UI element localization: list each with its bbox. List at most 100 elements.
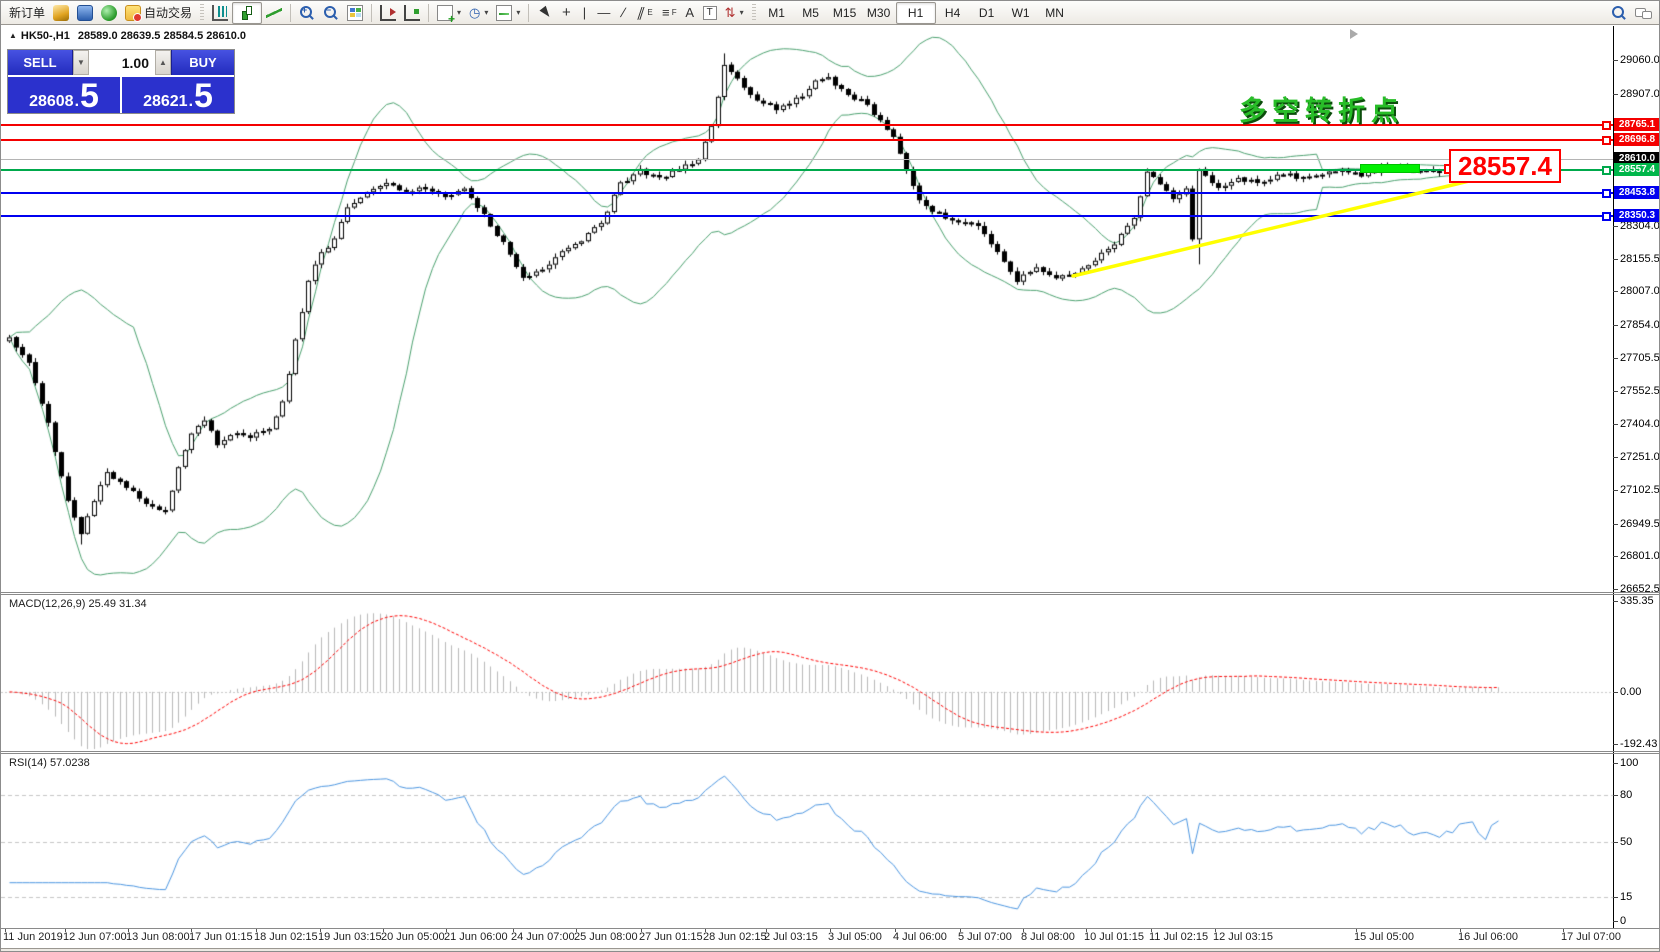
- time-label[interactable]: 13 Jun 08:00: [126, 931, 190, 943]
- time-label[interactable]: 19 Jun 03:15: [318, 931, 382, 943]
- time-label[interactable]: 3 Jul 05:00: [828, 931, 882, 943]
- time-label[interactable]: 12 Jun 07:00: [63, 931, 127, 943]
- volume-decrease-button[interactable]: ▼: [73, 50, 89, 75]
- timeframe-mn[interactable]: MN: [1045, 5, 1064, 20]
- fibonacci-button[interactable]: ≡ F: [657, 3, 681, 23]
- text-icon: A: [685, 4, 694, 20]
- tile-windows-button[interactable]: [343, 3, 367, 23]
- time-label[interactable]: 11 Jul 02:15: [1149, 931, 1209, 943]
- price-tick-mark: [1613, 325, 1618, 326]
- macd-pane-canvas[interactable]: [1, 594, 1613, 751]
- time-label[interactable]: 4 Jul 06:00: [893, 931, 947, 943]
- rsi-pane-canvas[interactable]: [1, 753, 1613, 928]
- timeframe-m5[interactable]: M5: [802, 5, 819, 20]
- time-label[interactable]: 15 Jul 05:00: [1354, 931, 1414, 943]
- volume-increase-button[interactable]: ▲: [155, 50, 171, 75]
- auto-trading-button[interactable]: 自动交易: [121, 3, 196, 23]
- highlight-box[interactable]: [1360, 164, 1420, 173]
- terminal-button[interactable]: [73, 3, 97, 23]
- timeframe-h4[interactable]: H4: [944, 5, 961, 20]
- price-tick-mark: [1613, 457, 1618, 458]
- pivot-line[interactable]: [1, 169, 1613, 171]
- ohlc-values: 28589.0 28639.5 28584.5 28610.0: [77, 30, 247, 42]
- pane-separator[interactable]: [1, 592, 1659, 593]
- new-chart-button[interactable]: ▾: [433, 3, 465, 25]
- volume-input[interactable]: 1.00: [121, 54, 149, 71]
- time-label[interactable]: 16 Jul 06:00: [1458, 931, 1518, 943]
- time-label[interactable]: 25 Jun 08:00: [574, 931, 638, 943]
- crosshair-icon: +: [562, 3, 571, 21]
- vertical-line-button[interactable]: |: [575, 3, 593, 23]
- time-tick-mark: [895, 928, 896, 932]
- time-label[interactable]: 10 Jul 01:15: [1084, 931, 1144, 943]
- zoom-in-button[interactable]: +: [295, 3, 319, 23]
- price-tick-mark: [1613, 60, 1618, 61]
- equidistant-channel-button[interactable]: ∥ E: [632, 3, 656, 23]
- sell-button[interactable]: SELL: [8, 50, 73, 75]
- time-tick-mark: [641, 928, 642, 932]
- time-label[interactable]: 5 Jul 07:00: [958, 931, 1012, 943]
- crosshair-button[interactable]: +: [557, 3, 575, 23]
- time-label[interactable]: 2 Jul 03:15: [764, 931, 818, 943]
- history-center-button[interactable]: [49, 3, 73, 23]
- macd-tick-label: 335.35: [1620, 595, 1654, 607]
- time-label[interactable]: 20 Jun 05:00: [381, 931, 445, 943]
- bar-chart-button[interactable]: [208, 3, 232, 23]
- chart-shift-button[interactable]: [400, 3, 424, 23]
- trendline-button[interactable]: /: [614, 3, 632, 23]
- pane-separator[interactable]: [1, 594, 1659, 595]
- turning-point-annotation[interactable]: 多空转折点: [1239, 96, 1404, 126]
- rsi-tick-label: 80: [1620, 789, 1633, 801]
- auto-scroll-button[interactable]: [376, 3, 400, 23]
- timeframe-m15[interactable]: M15: [832, 5, 857, 20]
- buy-price[interactable]: 28621. 5: [122, 77, 234, 113]
- text-label-button[interactable]: T: [699, 3, 721, 23]
- support-line-lower[interactable]: [1, 215, 1613, 217]
- new-chart-icon: [437, 4, 455, 25]
- text-button[interactable]: A: [681, 3, 699, 23]
- candlestick-chart-button[interactable]: [232, 1, 263, 24]
- pane-separator[interactable]: [1, 753, 1659, 754]
- tile-windows-icon: [347, 4, 364, 21]
- buy-button[interactable]: BUY: [171, 50, 234, 75]
- arrows-button[interactable]: ⇅ ▾: [721, 3, 748, 23]
- toolbar-separator: [371, 3, 373, 22]
- timeframe-m1[interactable]: M1: [768, 5, 785, 20]
- timeframe-w1[interactable]: W1: [1011, 5, 1030, 20]
- sell-price[interactable]: 28608. 5: [8, 77, 122, 113]
- pane-separator[interactable]: [1, 751, 1659, 752]
- support-line-upper[interactable]: [1, 192, 1613, 194]
- resistance-line-lower[interactable]: [1, 139, 1613, 141]
- time-tick-mark: [256, 928, 257, 932]
- zoom-out-button[interactable]: −: [319, 3, 343, 23]
- periods-button[interactable]: ◷ ▾: [465, 3, 492, 23]
- price-callout[interactable]: 28557.4: [1449, 149, 1561, 183]
- time-label[interactable]: 21 Jun 06:00: [444, 931, 508, 943]
- timeframe-h1[interactable]: H1: [895, 1, 936, 24]
- current-price-line[interactable]: [1, 159, 1613, 160]
- chat-button[interactable]: [1631, 3, 1655, 23]
- time-label[interactable]: 17 Jun 01:15: [189, 931, 253, 943]
- line-chart-button[interactable]: [262, 3, 286, 23]
- time-label[interactable]: 28 Jun 02:15: [703, 931, 767, 943]
- collapse-icon[interactable]: ▲: [9, 31, 17, 40]
- new-order-button[interactable]: 新订单: [5, 3, 49, 23]
- scroll-to-end-icon[interactable]: [1350, 29, 1358, 39]
- time-label[interactable]: 8 Jul 08:00: [1021, 931, 1075, 943]
- time-label[interactable]: 27 Jun 01:15: [639, 931, 703, 943]
- timeframe-m30[interactable]: M30: [866, 5, 891, 20]
- time-label[interactable]: 12 Jul 03:15: [1213, 931, 1273, 943]
- templates-button[interactable]: ▾: [492, 3, 524, 23]
- cursor-button[interactable]: [533, 3, 557, 23]
- main-chart-canvas[interactable]: [1, 26, 1613, 592]
- volume-control: ▼ 1.00 ▲: [73, 50, 171, 75]
- symbol-search-button[interactable]: [1607, 3, 1631, 23]
- timeframe-d1[interactable]: D1: [978, 5, 995, 20]
- time-label[interactable]: 17 Jul 07:00: [1561, 931, 1621, 943]
- time-label[interactable]: 24 Jun 07:00: [511, 931, 575, 943]
- time-label[interactable]: 18 Jun 02:15: [254, 931, 318, 943]
- time-label[interactable]: 11 Jun 2019: [3, 931, 63, 943]
- signals-button[interactable]: [97, 3, 121, 23]
- horizontal-line-button[interactable]: —: [593, 3, 614, 23]
- resistance-line-upper[interactable]: [1, 124, 1613, 126]
